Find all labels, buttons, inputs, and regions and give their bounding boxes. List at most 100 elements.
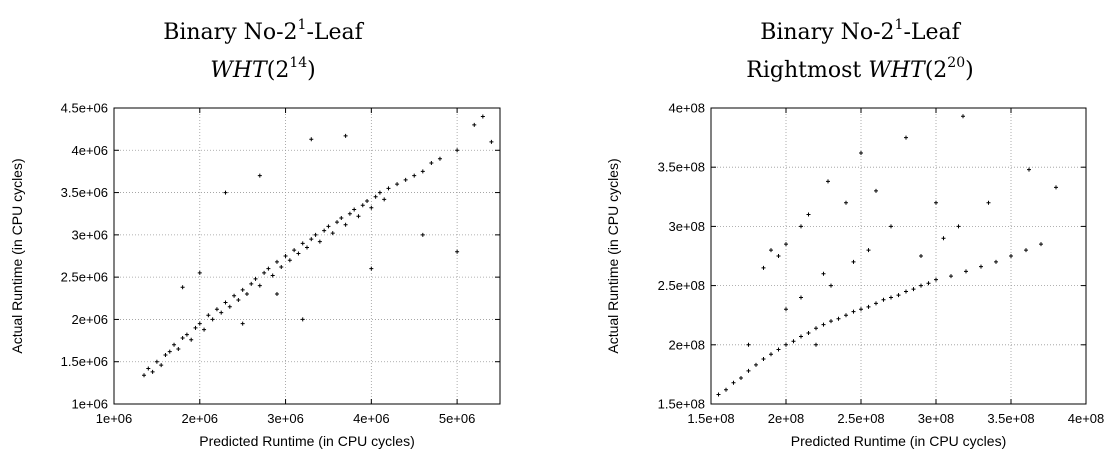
- data-point: [420, 232, 425, 237]
- data-point: [330, 231, 335, 236]
- data-point: [274, 259, 279, 264]
- x-tick-label: 3.5e+08: [987, 411, 1034, 426]
- data-point: [480, 114, 485, 119]
- data-point: [889, 224, 893, 229]
- data-point: [395, 182, 400, 187]
- plot-frame: [710, 107, 1087, 405]
- data-point: [746, 368, 751, 373]
- data-point: [352, 207, 357, 212]
- data-point: [360, 203, 365, 208]
- data-point: [1039, 242, 1043, 247]
- data-point: [257, 283, 262, 288]
- data-point: [335, 220, 340, 225]
- data-point: [776, 347, 781, 352]
- data-point: [776, 254, 781, 258]
- data-point: [986, 200, 991, 205]
- data-point: [184, 332, 189, 337]
- data-point: [257, 173, 262, 178]
- data-point: [844, 313, 848, 318]
- data-point: [197, 321, 202, 326]
- data-point: [859, 307, 863, 312]
- y-axis-label: Actual Runtime (in CPU cycles): [605, 158, 621, 353]
- x-axis-label: Predicted Runtime (in CPU cycles): [791, 433, 1007, 449]
- data-point: [313, 232, 318, 237]
- data-point: [309, 237, 314, 242]
- data-point: [202, 327, 207, 332]
- data-point: [489, 139, 494, 144]
- data-point: [1054, 185, 1058, 190]
- y-tick-label: 2.5e+06: [61, 270, 108, 285]
- data-point: [322, 228, 327, 233]
- chart-2-title-line1: Binary No-21-Leaf: [760, 17, 960, 45]
- data-point: [769, 248, 773, 253]
- data-point: [455, 249, 460, 254]
- data-point: [223, 190, 228, 195]
- data-point: [189, 337, 194, 342]
- data-point: [784, 342, 788, 347]
- x-axis-label: Predicted Runtime (in CPU cycles): [199, 433, 415, 449]
- data-point: [799, 224, 803, 229]
- data-point: [896, 293, 901, 298]
- data-point: [1024, 248, 1028, 253]
- data-point: [206, 313, 211, 318]
- data-point: [851, 309, 856, 314]
- data-point: [214, 307, 219, 312]
- data-point: [889, 295, 893, 300]
- y-tick-label: 2e+06: [71, 312, 108, 327]
- data-point: [309, 137, 314, 142]
- data-point: [806, 330, 811, 335]
- data-point: [154, 359, 159, 364]
- data-point: [799, 295, 803, 300]
- scatter-points: [142, 114, 494, 378]
- data-point: [769, 352, 773, 357]
- data-point: [934, 200, 938, 205]
- data-point: [859, 150, 863, 155]
- data-point: [386, 186, 391, 191]
- y-tick-label: 4.5e+06: [61, 101, 108, 116]
- y-tick-label: 3.5e+08: [658, 160, 705, 175]
- x-tick-label: 5e+06: [439, 411, 476, 426]
- data-point: [844, 200, 848, 205]
- data-point: [761, 265, 766, 270]
- data-point: [262, 270, 267, 275]
- data-point: [754, 362, 758, 367]
- data-point: [437, 156, 442, 161]
- data-point: [403, 177, 408, 182]
- y-tick-label: 2.5e+08: [658, 278, 705, 293]
- x-tick-label: 2.5e+08: [837, 411, 884, 426]
- data-point: [180, 285, 185, 290]
- x-tick-label: 4e+06: [353, 411, 390, 426]
- data-point: [365, 199, 370, 204]
- data-point: [296, 251, 301, 256]
- y-tick-label: 2e+08: [668, 337, 705, 352]
- data-point: [159, 363, 164, 368]
- x-tick-label: 2e+08: [768, 411, 805, 426]
- chart-2-title-line2: Rightmost WHT(220): [746, 55, 974, 83]
- data-point: [369, 205, 374, 210]
- data-point: [197, 270, 202, 275]
- data-point: [881, 297, 886, 302]
- x-tick-label: 2e+06: [182, 411, 219, 426]
- data-point: [142, 373, 147, 378]
- x-tick-label: 3e+08: [918, 411, 955, 426]
- data-point: [429, 160, 434, 165]
- data-point: [904, 289, 908, 294]
- data-point: [283, 254, 288, 258]
- y-axis-label: Actual Runtime (in CPU cycles): [9, 158, 25, 353]
- x-tick-label: 3e+06: [267, 411, 304, 426]
- data-point: [919, 254, 923, 258]
- y-tick-label: 1.5e+06: [61, 354, 108, 369]
- y-tick-label: 4e+08: [668, 101, 705, 116]
- data-point: [219, 310, 224, 315]
- data-point: [472, 122, 477, 127]
- data-point: [150, 369, 155, 374]
- data-point: [949, 274, 953, 279]
- data-point: [911, 287, 916, 292]
- chart-1-title-line1: Binary No-21-Leaf: [163, 17, 363, 45]
- data-point: [821, 322, 826, 327]
- data-point: [874, 301, 878, 306]
- y-tick-label: 3e+08: [668, 219, 705, 234]
- data-point: [249, 281, 254, 286]
- data-point: [836, 316, 841, 321]
- y-tick-label: 4e+06: [71, 143, 108, 158]
